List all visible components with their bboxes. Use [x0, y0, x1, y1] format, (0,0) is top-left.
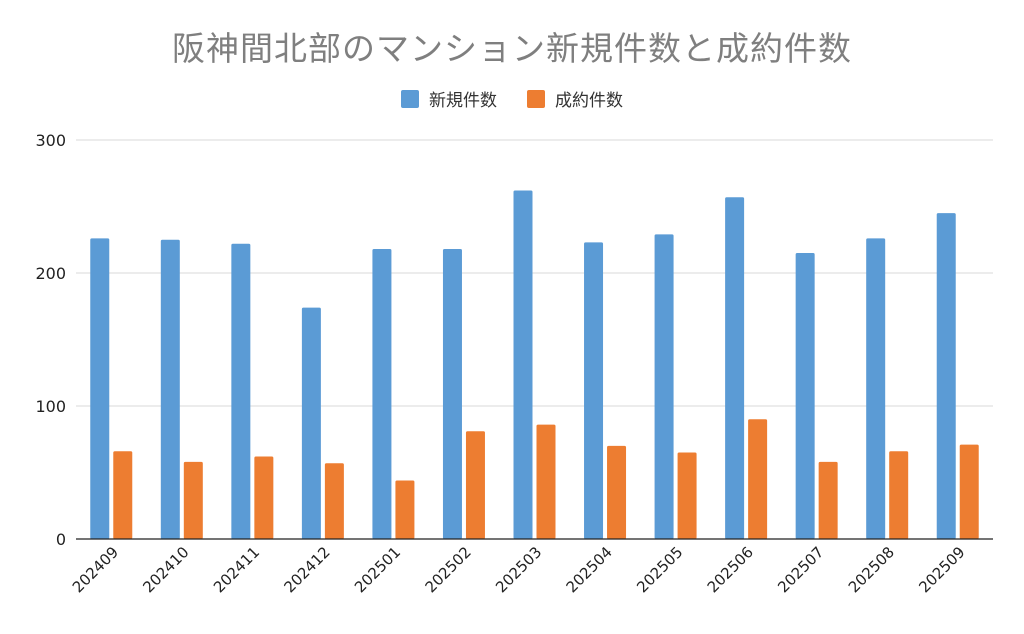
bar-new [584, 242, 604, 539]
bar-new [795, 253, 815, 540]
bar-new [372, 249, 392, 539]
x-tick-label: 202506 [704, 543, 757, 596]
x-tick-label: 202411 [210, 543, 263, 596]
bar-new [301, 307, 321, 539]
bar-new [231, 243, 251, 540]
bar-closed [113, 451, 133, 539]
x-tick-label: 202508 [845, 543, 898, 596]
x-tick-label: 202409 [69, 543, 122, 596]
bar-new [442, 249, 462, 539]
bar-closed [183, 461, 203, 539]
bar-closed [254, 456, 274, 539]
bar-new [654, 234, 674, 539]
legend: 新規件数 成約件数 [0, 86, 1024, 111]
bar-closed [748, 419, 768, 539]
x-tick-label: 202503 [492, 543, 545, 596]
chart-title: 阪神間北部のマンション新規件数と成約件数 [172, 29, 852, 68]
bar-new [725, 197, 745, 539]
legend-item-new: 新規件数 [401, 86, 497, 111]
y-tick-label: 100 [35, 397, 66, 416]
x-tick-label: 202504 [563, 543, 616, 596]
x-tick-label: 202507 [774, 543, 827, 596]
bar-new [90, 238, 110, 540]
legend-item-closed: 成約件数 [527, 86, 623, 111]
x-tick-label: 202509 [915, 543, 968, 596]
legend-swatch-closed [527, 89, 545, 108]
x-tick-label: 202502 [422, 543, 475, 596]
bar-closed [607, 445, 627, 539]
y-tick-label: 0 [56, 530, 66, 549]
bar-closed [818, 461, 838, 539]
x-tick-label: 202501 [351, 543, 404, 596]
bar-new [513, 190, 533, 540]
bar-closed [465, 431, 485, 539]
bar-closed [959, 444, 979, 539]
bar-closed [677, 452, 697, 539]
y-tick-label: 200 [35, 264, 66, 283]
bar-new [866, 238, 886, 540]
bar-closed [889, 451, 909, 539]
legend-swatch-new [401, 89, 419, 108]
bar-new [936, 213, 956, 539]
x-tick-label: 202412 [280, 543, 333, 596]
x-tick-label: 202410 [139, 543, 192, 596]
bar-closed [324, 463, 344, 539]
y-tick-label: 300 [35, 131, 66, 150]
bar-new [160, 239, 180, 539]
legend-label-new: 新規件数 [429, 91, 497, 111]
legend-label-closed: 成約件数 [555, 91, 623, 111]
x-tick-label: 202505 [633, 543, 686, 596]
bar-closed [536, 424, 556, 539]
bar-closed [395, 480, 415, 539]
